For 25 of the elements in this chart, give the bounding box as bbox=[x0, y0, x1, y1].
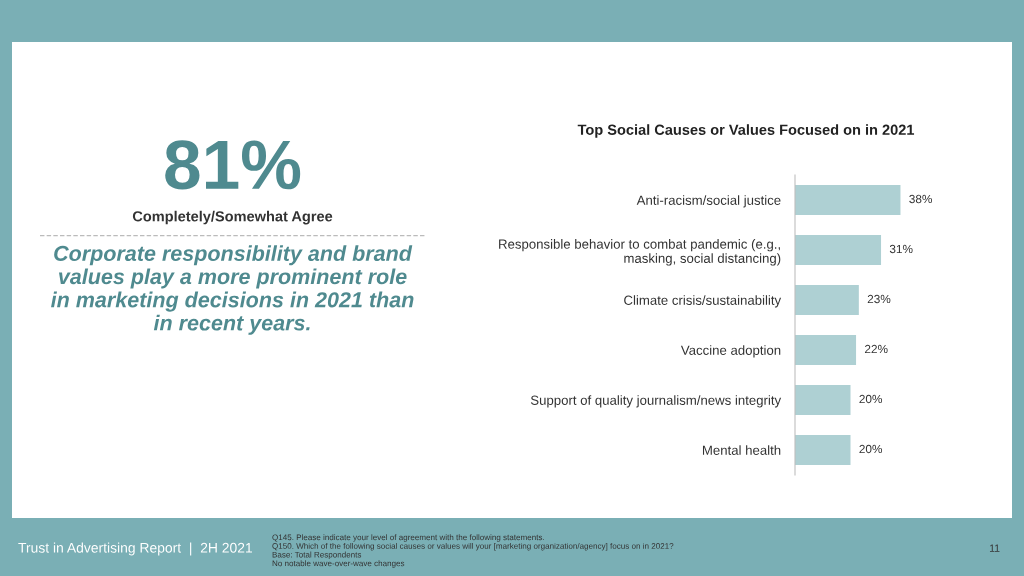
y-tick-label: Vaccine adoption bbox=[680, 345, 781, 358]
y-tick-label: Mental health bbox=[702, 445, 781, 455]
bar bbox=[795, 435, 851, 465]
text: Trust in Advertising Report | 2H 2021 bbox=[18, 542, 253, 556]
data-label: 38% bbox=[909, 194, 933, 204]
y-tick-label: Responsible behavior to combat pandemic (e.g., masking, social distancing) bbox=[499, 239, 781, 266]
data-label: 31% bbox=[889, 244, 913, 254]
text: Q145. Please indicate your level of agreement with the following statements. Q150. Which of the following social causes or values will your [marketing organization/agency] focus on in 2021? Base: Total Respondents No notable wave-over-wave changes bbox=[272, 534, 674, 568]
bar bbox=[795, 385, 851, 415]
y-tick-label: Climate crisis/sustainability bbox=[624, 295, 782, 308]
y-tick-label: Support of quality journalism/news integrity bbox=[530, 395, 782, 408]
text: 81% bbox=[165, 140, 301, 190]
data-label: 22% bbox=[864, 344, 888, 354]
data-label: 20% bbox=[859, 394, 883, 404]
y-tick-label: Anti-racism/social justice bbox=[636, 195, 781, 208]
bar bbox=[795, 235, 882, 265]
text: Completely/Somewhat Agree bbox=[132, 210, 333, 225]
bar bbox=[795, 285, 859, 315]
bar bbox=[795, 335, 857, 365]
bar bbox=[795, 185, 901, 215]
data-label: 23% bbox=[867, 294, 891, 304]
text: Corporate responsibility and brand values play a more prominent role in marketing decisions in 2021 than in recent years. bbox=[51, 245, 414, 335]
text: 11 bbox=[989, 544, 1000, 552]
chart-title: Top Social Causes or Values Focused on in 2021 bbox=[577, 124, 915, 138]
data-label: 20% bbox=[859, 444, 883, 454]
